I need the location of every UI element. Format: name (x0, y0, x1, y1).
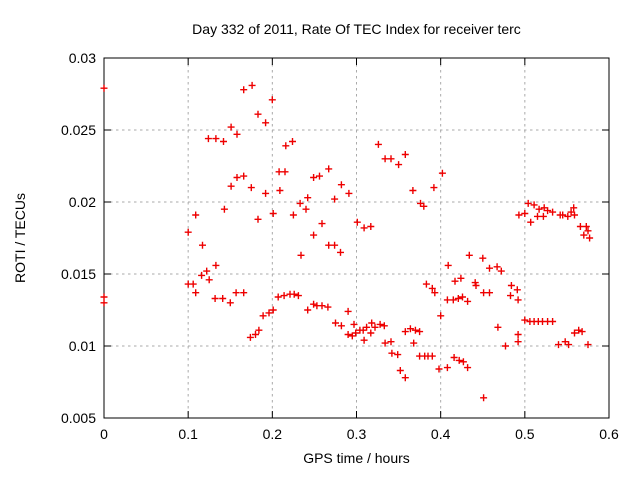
y-tick-label: 0.005 (61, 410, 96, 426)
x-tick-label: 0.3 (347, 426, 367, 442)
axis-ticks (103, 57, 610, 419)
y-tick-label: 0.015 (61, 266, 96, 282)
chart-title: Day 332 of 2011, Rate Of TEC Index for r… (192, 21, 521, 37)
x-tick-label: 0.2 (263, 426, 283, 442)
y-tick-label: 0.02 (69, 194, 96, 210)
x-tick-label: 0.4 (431, 426, 451, 442)
y-tick-label: 0.025 (61, 122, 96, 138)
y-axis-title: ROTI / TECUs (12, 193, 28, 283)
x-tick-label: 0.1 (178, 426, 198, 442)
x-tick-label: 0.6 (599, 426, 619, 442)
y-tick-label: 0.01 (69, 338, 96, 354)
data-points (100, 81, 594, 402)
x-tick-label: 0 (100, 426, 108, 442)
x-axis-title: GPS time / hours (303, 450, 410, 466)
x-tick-label: 0.5 (515, 426, 535, 442)
y-tick-label: 0.03 (69, 50, 96, 66)
